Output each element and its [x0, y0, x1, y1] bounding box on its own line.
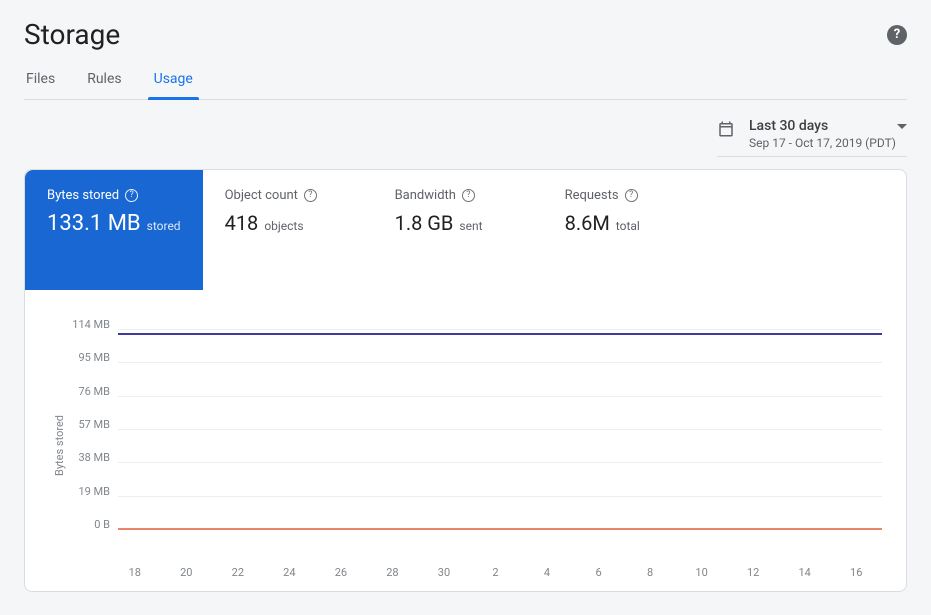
chart-x-axis: 18202224262830246810121416 — [109, 560, 882, 579]
metric-value: 1.8 GB — [395, 211, 454, 235]
chart-x-tick: 10 — [676, 566, 728, 579]
chart-y-axis-label: Bytes stored — [49, 415, 70, 476]
metric-suffix: sent — [459, 219, 482, 233]
metric-label: Bandwidth — [395, 188, 456, 203]
chevron-down-icon — [897, 124, 907, 129]
help-circle-icon[interactable]: ? — [625, 189, 638, 202]
chart-gridline — [118, 429, 882, 430]
chart-x-tick: 28 — [367, 566, 419, 579]
metric-label: Bytes stored — [47, 188, 119, 203]
chart-x-tick: 22 — [212, 566, 264, 579]
metric-label: Requests — [565, 188, 619, 203]
calendar-icon — [717, 120, 735, 138]
usage-card: Bytes stored? 133.1 MB stored Object count?… — [24, 169, 907, 592]
date-range-label: Last 30 days — [749, 118, 828, 134]
tab-files[interactable]: Files — [24, 61, 57, 99]
chart-x-tick: 12 — [727, 566, 779, 579]
chart-x-tick: 14 — [779, 566, 831, 579]
chart-gridline — [118, 462, 882, 463]
metric-bytes_stored[interactable]: Bytes stored? 133.1 MB stored — [25, 170, 203, 290]
metric-label: Object count — [225, 188, 298, 203]
chart-x-tick: 18 — [109, 566, 161, 579]
metric-suffix: stored — [147, 219, 181, 233]
metric-value: 8.6M — [565, 211, 610, 235]
chart-x-tick: 16 — [830, 566, 882, 579]
chart-x-tick: 20 — [161, 566, 213, 579]
help-circle-icon[interactable]: ? — [462, 189, 475, 202]
usage-chart: Bytes stored 114 MB95 MB76 MB57 MB38 MB1… — [49, 330, 882, 560]
chart-gridline — [118, 362, 882, 363]
page-title: Storage — [24, 18, 120, 51]
chart-x-tick: 4 — [521, 566, 573, 579]
metric-object_count[interactable]: Object count? 418 objects — [203, 170, 373, 290]
chart-x-tick: 8 — [624, 566, 676, 579]
metric-value: 133.1 MB — [47, 211, 141, 236]
chart-gridline — [118, 396, 882, 397]
chart-y-axis: 114 MB95 MB76 MB57 MB38 MB19 MB0 B — [70, 330, 118, 530]
chart-plot-area — [118, 330, 882, 530]
metric-bandwidth[interactable]: Bandwidth? 1.8 GB sent — [373, 170, 543, 290]
chart-series-baseline — [118, 528, 882, 530]
chart-x-tick: 6 — [573, 566, 625, 579]
chart-x-tick: 26 — [315, 566, 367, 579]
chart-gridline — [118, 329, 882, 330]
metric-value: 418 — [225, 211, 259, 235]
metric-suffix: objects — [264, 219, 303, 233]
metric-requests[interactable]: Requests? 8.6M total — [543, 170, 713, 290]
metrics-row: Bytes stored? 133.1 MB stored Object count?… — [25, 170, 906, 290]
chart-x-tick: 24 — [264, 566, 316, 579]
metric-suffix: total — [616, 219, 640, 233]
help-icon[interactable]: ? — [887, 25, 907, 45]
chart-x-tick: 2 — [470, 566, 522, 579]
help-circle-icon[interactable]: ? — [125, 189, 138, 202]
tab-usage[interactable]: Usage — [152, 61, 195, 99]
help-circle-icon[interactable]: ? — [304, 189, 317, 202]
tab-rules[interactable]: Rules — [85, 61, 123, 99]
date-range-sub: Sep 17 - Oct 17, 2019 (PDT) — [749, 136, 907, 150]
tabs: Files Rules Usage — [24, 61, 907, 100]
chart-x-tick: 30 — [418, 566, 470, 579]
date-range-picker[interactable]: Last 30 days Sep 17 - Oct 17, 2019 (PDT) — [717, 118, 907, 157]
chart-gridline — [118, 496, 882, 497]
chart-series-stored — [118, 333, 882, 335]
